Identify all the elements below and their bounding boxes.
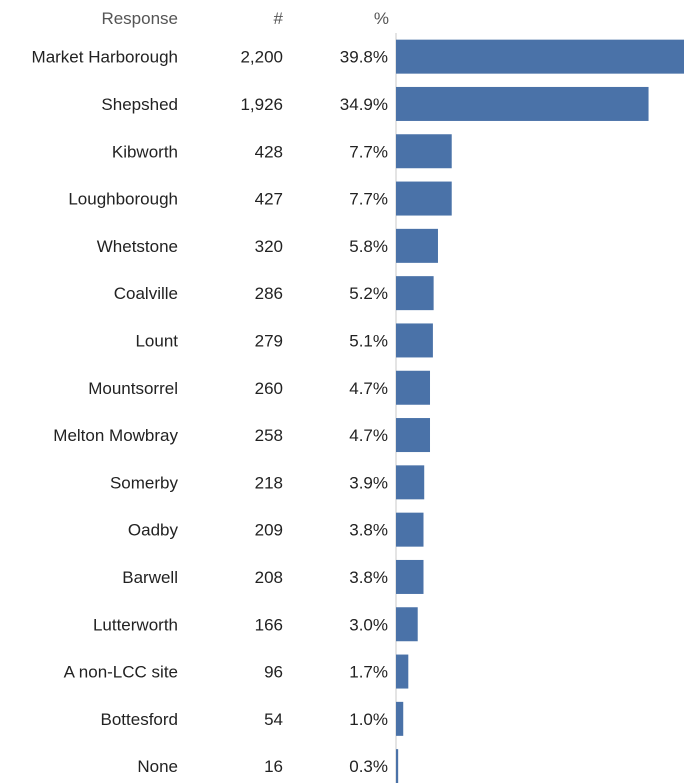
bar <box>396 749 399 783</box>
percent-label: 3.8% <box>349 568 388 587</box>
category-label: Kibworth <box>112 142 178 161</box>
bar <box>396 701 404 736</box>
category-label: Whetstone <box>97 237 178 256</box>
count-label: 209 <box>255 521 283 540</box>
percent-label: 7.7% <box>349 142 388 161</box>
bar <box>396 465 425 500</box>
count-label: 320 <box>255 237 283 256</box>
category-label: Mountsorrel <box>88 379 178 398</box>
count-label: 218 <box>255 473 283 492</box>
category-label: Market Harborough <box>32 48 178 67</box>
category-label: Loughborough <box>68 190 178 209</box>
count-label: 428 <box>255 142 283 161</box>
percent-label: 4.7% <box>349 379 388 398</box>
percent-label: 3.0% <box>349 615 388 634</box>
count-label: 166 <box>255 615 283 634</box>
percent-label: 39.8% <box>340 48 388 67</box>
category-label: Lount <box>135 331 178 350</box>
percent-label: 7.7% <box>349 190 388 209</box>
percent-label: 3.9% <box>349 473 388 492</box>
bar <box>396 39 684 74</box>
bar <box>396 86 649 121</box>
bar <box>396 370 431 405</box>
category-label: Oadby <box>128 521 179 540</box>
bar <box>396 559 424 594</box>
percent-label: 3.8% <box>349 521 388 540</box>
count-label: 96 <box>264 663 283 682</box>
count-label: 427 <box>255 190 283 209</box>
percent-label: 5.8% <box>349 237 388 256</box>
bar <box>396 276 434 311</box>
bar <box>396 607 418 642</box>
count-label: 279 <box>255 331 283 350</box>
count-label: 286 <box>255 284 283 303</box>
bar <box>396 323 433 358</box>
response-column-header: Response <box>101 9 178 28</box>
percent-column-header: % <box>373 9 389 28</box>
percent-label: 34.9% <box>340 95 388 114</box>
category-label: Barwell <box>122 568 178 587</box>
percent-label: 5.2% <box>349 284 388 303</box>
count-label: 54 <box>264 710 283 729</box>
bar <box>396 228 438 263</box>
category-label: Melton Mowbray <box>53 426 178 445</box>
category-label: Bottesford <box>101 710 179 729</box>
category-label: Coalville <box>114 284 178 303</box>
count-label: 258 <box>255 426 283 445</box>
count-label: 208 <box>255 568 283 587</box>
category-label: None <box>137 757 178 776</box>
percent-label: 1.7% <box>349 663 388 682</box>
count-label: 260 <box>255 379 283 398</box>
bar <box>396 654 409 689</box>
bar <box>396 181 452 216</box>
count-label: 2,200 <box>240 48 283 67</box>
count-label: 1,926 <box>240 95 283 114</box>
category-label: A non-LCC site <box>64 663 178 682</box>
bar <box>396 418 431 453</box>
percent-label: 1.0% <box>349 710 388 729</box>
category-label: Shepshed <box>101 95 178 114</box>
bar <box>396 134 452 169</box>
percent-label: 0.3% <box>349 757 388 776</box>
count-label: 16 <box>264 757 283 776</box>
bar <box>396 512 424 547</box>
percent-label: 5.1% <box>349 331 388 350</box>
count-column-header: # <box>273 9 283 28</box>
category-label: Lutterworth <box>93 615 178 634</box>
category-label: Somerby <box>110 473 179 492</box>
percent-label: 4.7% <box>349 426 388 445</box>
